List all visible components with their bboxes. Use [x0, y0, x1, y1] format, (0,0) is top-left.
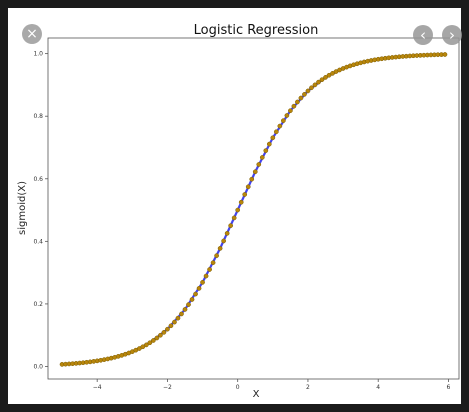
- y-axis-label: sigmoid(X): [17, 181, 28, 235]
- x-tick-label: −4: [93, 384, 102, 391]
- data-point: [179, 311, 184, 317]
- x-axis-label: X: [253, 389, 260, 400]
- data-point: [168, 323, 174, 329]
- data-point: [284, 113, 290, 118]
- data-point: [214, 253, 219, 258]
- data-point: [154, 335, 160, 341]
- x-tick-label: 4: [376, 384, 380, 391]
- data-point: [235, 207, 241, 213]
- x-tick-label: 0: [236, 384, 240, 391]
- axes-frame: [47, 37, 460, 380]
- chart-title: Logistic Regression: [194, 23, 319, 38]
- data-point: [175, 315, 181, 321]
- data-point: [140, 344, 146, 350]
- data-point: [295, 99, 300, 105]
- y-axis-ticks: 0.0 0.2 0.4 0.6 0.8 1.0: [33, 51, 48, 370]
- data-point: [196, 286, 202, 291]
- data-point: [221, 238, 226, 244]
- data-point: [312, 82, 318, 88]
- data-point: [210, 260, 216, 266]
- data-point: [277, 123, 283, 129]
- data-point: [316, 79, 321, 85]
- data-point: [242, 192, 248, 197]
- y-tick-label: 0.2: [33, 301, 43, 308]
- close-icon[interactable]: ×: [22, 24, 42, 44]
- data-point: [189, 297, 195, 302]
- data-point: [309, 85, 314, 91]
- data-point: [217, 246, 223, 251]
- data-point: [200, 280, 205, 285]
- sigmoid-line: [61, 53, 445, 366]
- data-point: [147, 340, 153, 346]
- data-point: [207, 267, 212, 272]
- y-tick-label: 0.8: [33, 113, 43, 120]
- y-tick-label: 0.4: [33, 238, 43, 245]
- logistic-regression-chart: Logistic Regression −4 −2 0 2 4 6 0.00.20.40.…: [17, 23, 460, 400]
- data-point: [259, 155, 265, 160]
- data-point: [245, 184, 251, 190]
- data-point: [172, 319, 177, 325]
- data-point: [144, 342, 149, 348]
- data-point: [302, 91, 307, 97]
- data-point: [256, 162, 262, 167]
- data-point: [158, 332, 163, 338]
- data-point: [182, 307, 188, 312]
- data-point: [319, 77, 325, 83]
- data-point: [442, 52, 448, 57]
- data-point: [193, 291, 198, 297]
- data-point: [165, 326, 170, 332]
- data-point: [203, 273, 209, 279]
- data-point: [270, 135, 276, 141]
- x-tick-label: 2: [306, 384, 310, 391]
- data-point: [228, 223, 234, 228]
- data-point: [231, 215, 237, 221]
- data-point: [249, 176, 255, 182]
- previous-arrow-icon[interactable]: ‹: [413, 25, 433, 45]
- data-point: [281, 118, 286, 124]
- x-tick-label: 6: [447, 384, 451, 391]
- data-point: [273, 129, 279, 135]
- y-tick-label: 0.0: [33, 363, 43, 370]
- x-axis-ticks: −4 −2 0 2 4 6: [93, 379, 451, 391]
- y-tick-label: 1.0: [33, 51, 43, 58]
- data-point: [151, 338, 156, 343]
- data-point: [224, 230, 230, 236]
- figure-canvas: Logistic Regression −4 −2 0 2 4 6 0.0 0.2 0.4 0.…: [8, 8, 461, 404]
- x-tick-label: −2: [163, 384, 172, 391]
- data-point: [291, 103, 297, 109]
- data-point: [238, 199, 244, 205]
- plot-area: [59, 52, 448, 367]
- data-point: [186, 302, 191, 307]
- data-point: [266, 141, 272, 147]
- next-arrow-icon[interactable]: ›: [442, 25, 462, 45]
- data-point: [298, 95, 304, 101]
- data-point: [263, 148, 269, 153]
- y-tick-label: 0.6: [33, 176, 43, 183]
- data-point: [252, 169, 258, 175]
- data-point: [323, 75, 328, 80]
- data-point: [305, 88, 311, 94]
- data-point: [288, 108, 293, 114]
- data-point: [161, 330, 167, 335]
- data-point: [326, 72, 332, 78]
